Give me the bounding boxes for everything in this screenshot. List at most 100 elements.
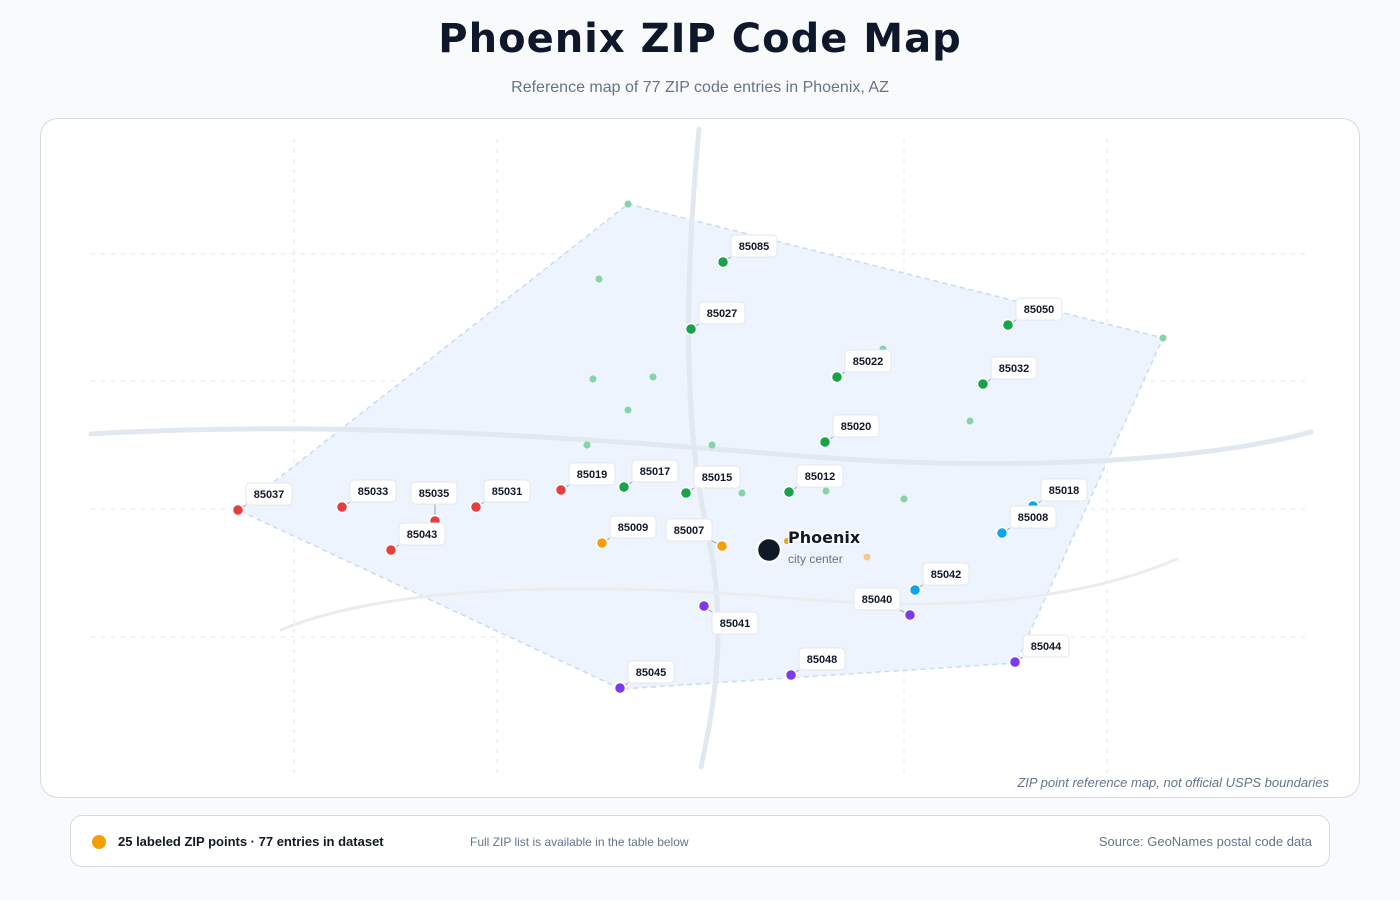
minor-zip-point [583, 441, 591, 449]
zip-marker[interactable] [554, 483, 568, 497]
zip-point-85041[interactable]: 85041 [697, 599, 759, 635]
zip-label: 85085 [730, 234, 778, 258]
zip-label-text: 85040 [862, 594, 893, 606]
zip-label: 85044 [1022, 634, 1070, 658]
zip-point-85048[interactable]: 85048 [784, 647, 846, 682]
zip-label: 85012 [796, 464, 844, 488]
roads [88, 126, 1314, 770]
city-center-dot[interactable] [755, 536, 783, 564]
zip-marker[interactable] [679, 486, 693, 500]
zip-label: 85008 [1009, 505, 1057, 529]
minor-zip-point [624, 406, 632, 414]
zip-marker[interactable] [903, 608, 917, 622]
zip-label-text: 85007 [674, 525, 705, 537]
zip-label-text: 85027 [707, 308, 738, 320]
zip-label-text: 85044 [1031, 641, 1062, 653]
zip-marker[interactable] [595, 536, 609, 550]
zip-marker[interactable] [617, 480, 631, 494]
zip-label-text: 85042 [931, 569, 962, 581]
zip-marker[interactable] [782, 485, 796, 499]
zip-point-85008[interactable]: 85008 [995, 505, 1057, 540]
zip-label: 85045 [627, 660, 675, 684]
zip-point-85043[interactable]: 85043 [384, 522, 446, 557]
zip-label: 85015 [693, 465, 741, 489]
zip-point-85019[interactable]: 85019 [554, 462, 616, 497]
zip-point-85033[interactable]: 85033 [335, 479, 397, 514]
zip-label: 85041 [711, 611, 759, 635]
zip-point-85007[interactable]: 85007 [665, 518, 729, 553]
zip-marker[interactable] [1001, 318, 1015, 332]
zip-point-85037[interactable]: 85037 [231, 482, 293, 517]
zip-label: 85017 [631, 459, 679, 483]
zip-marker[interactable] [976, 377, 990, 391]
zip-label-text: 85009 [618, 522, 649, 534]
map-legend-footer: 25 labeled ZIP points · 77 entries in da… [70, 815, 1330, 867]
map-disclaimer: ZIP point reference map, not official US… [1017, 775, 1329, 790]
city-center-marker[interactable]: Phoenix city center [755, 527, 862, 566]
zip-marker[interactable] [908, 583, 922, 597]
zip-marker[interactable] [231, 503, 245, 517]
zip-point-85050[interactable]: 85050 [1001, 297, 1063, 332]
zip-label: 85020 [832, 414, 880, 438]
zip-point-85015[interactable]: 85015 [679, 465, 741, 500]
zip-marker[interactable] [697, 599, 711, 613]
zip-point-85017[interactable]: 85017 [617, 459, 679, 494]
minor-zip-point [589, 375, 597, 383]
zip-marker[interactable] [715, 539, 729, 553]
zip-label-text: 85033 [358, 486, 389, 498]
zip-marker[interactable] [818, 435, 832, 449]
zip-point-85045[interactable]: 85045 [613, 660, 675, 695]
zip-label-text: 85019 [577, 469, 608, 481]
minor-zip-points [583, 200, 1167, 561]
zip-label-text: 85032 [999, 363, 1030, 375]
data-source: Source: GeoNames postal code data [1098, 834, 1312, 849]
zip-marker[interactable] [613, 681, 627, 695]
zip-list-note: Full ZIP list is available in the table … [470, 835, 689, 849]
zip-marker[interactable] [335, 500, 349, 514]
minor-zip-point [966, 417, 974, 425]
zip-point-85032[interactable]: 85032 [976, 356, 1038, 391]
zip-marker[interactable] [469, 500, 483, 514]
page-title: Phoenix ZIP Code Map [438, 16, 962, 62]
zip-label: 85022 [844, 349, 892, 373]
zip-point-85085[interactable]: 85085 [716, 234, 778, 269]
zip-point-85031[interactable]: 85031 [469, 479, 531, 514]
zip-marker[interactable] [995, 526, 1009, 540]
zip-label-text: 85037 [254, 489, 285, 501]
minor-zip-point [624, 200, 632, 208]
zip-label: 85007 [665, 518, 713, 542]
zip-label: 85048 [798, 647, 846, 671]
zip-label: 85042 [922, 562, 970, 586]
zip-label: 85043 [398, 522, 446, 546]
zip-label-text: 85022 [853, 356, 884, 368]
zip-label-text: 85008 [1018, 512, 1049, 524]
zip-marker[interactable] [716, 255, 730, 269]
map-panel[interactable]: 85085 85027 85050 85022 85032 85020 85017 85015… [40, 118, 1360, 798]
zip-point-85040[interactable]: 85040 [853, 587, 917, 622]
zip-label-text: 85020 [841, 421, 872, 433]
zip-marker[interactable] [830, 370, 844, 384]
zip-point-85027[interactable]: 85027 [684, 301, 746, 336]
zip-marker[interactable] [1008, 655, 1022, 669]
zip-label-text: 85043 [407, 529, 438, 541]
zip-point-85044[interactable]: 85044 [1008, 634, 1070, 669]
city-name: Phoenix [788, 528, 861, 547]
zip-label: 85035 [410, 481, 458, 505]
zip-point-85042[interactable]: 85042 [908, 562, 970, 597]
zip-map-canvas[interactable]: 85085 85027 85050 85022 85032 85020 85017 85015… [41, 119, 1360, 798]
minor-zip-point [1159, 334, 1167, 342]
zip-marker[interactable] [684, 322, 698, 336]
minor-zip-point [595, 275, 603, 283]
zip-point-85020[interactable]: 85020 [818, 414, 880, 449]
zip-marker[interactable] [784, 668, 798, 682]
zip-label-text: 85045 [636, 667, 667, 679]
labeled-zip-points: 85085 85027 85050 85022 85032 85020 85017 85015… [231, 234, 1088, 695]
zip-point-85022[interactable]: 85022 [830, 349, 892, 384]
minor-zip-point [863, 553, 871, 561]
minor-zip-point [649, 373, 657, 381]
zip-point-85009[interactable]: 85009 [595, 515, 657, 550]
zip-point-85012[interactable]: 85012 [782, 464, 844, 499]
zip-marker[interactable] [384, 543, 398, 557]
zip-label: 85018 [1040, 478, 1088, 502]
zip-label: 85027 [698, 301, 746, 325]
